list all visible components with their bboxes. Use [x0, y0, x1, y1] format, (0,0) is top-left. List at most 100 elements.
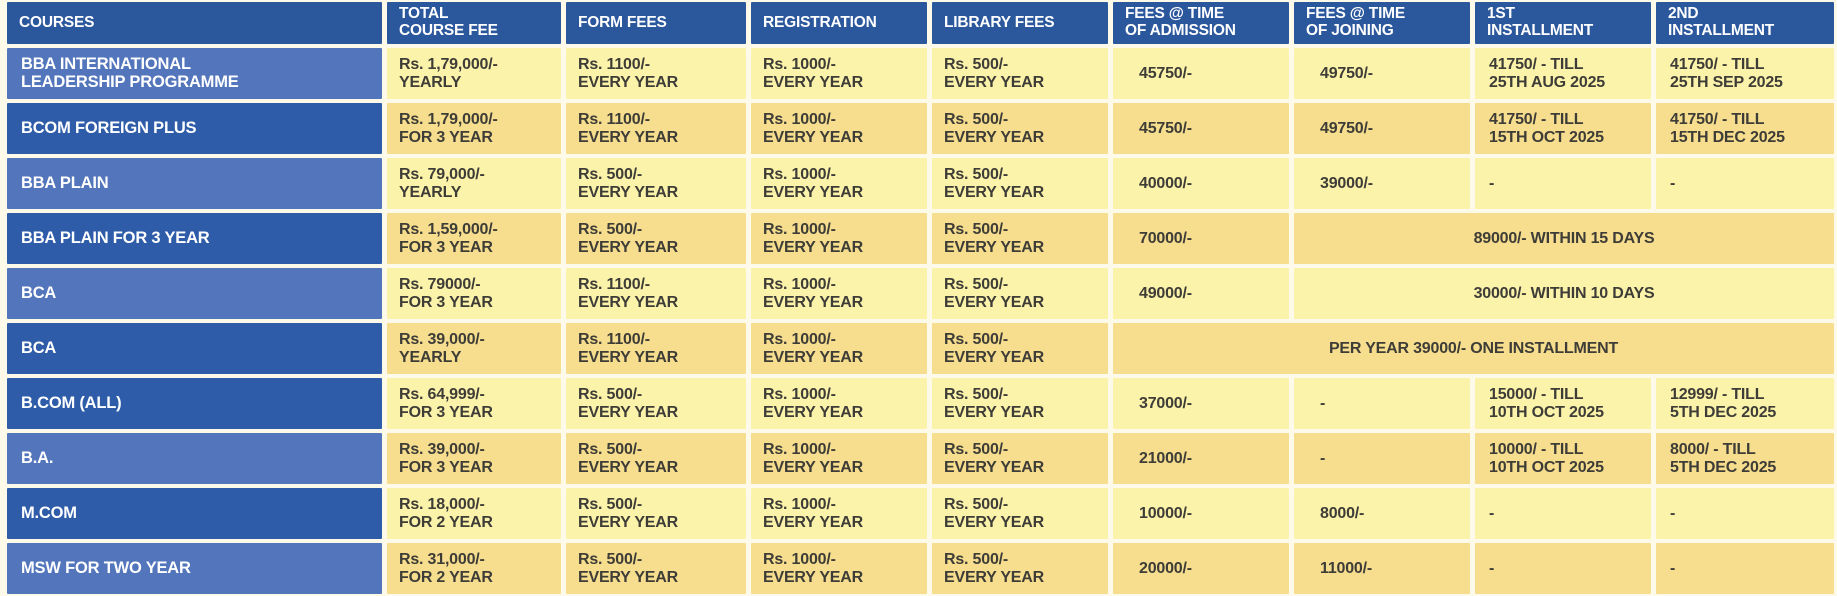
- text-line: EVERY YEAR: [578, 238, 678, 256]
- text-line: Rs. 500/-: [578, 441, 643, 459]
- text-line: EVERY YEAR: [578, 293, 678, 311]
- text-line: -: [1670, 504, 1676, 522]
- first-installment-cell: -: [1475, 543, 1651, 594]
- second-installment-cell: 41750/ - TILL 15TH DEC 2025: [1656, 103, 1834, 154]
- header-registration: REGISTRATION: [751, 2, 927, 44]
- header-fees-at-joining: FEES @ TIME OF JOINING: [1294, 2, 1470, 44]
- text-line: -: [1489, 504, 1495, 522]
- text-line: 20000/-: [1139, 559, 1192, 577]
- text-line: -: [1670, 559, 1676, 577]
- text-line: EVERY YEAR: [578, 183, 678, 201]
- joining-fee-cell: -: [1294, 378, 1470, 429]
- text-line: Rs. 500/-: [944, 221, 1009, 239]
- text-line: Rs. 500/-: [944, 386, 1009, 404]
- text-line: EVERY YEAR: [578, 513, 678, 531]
- admission-fee-cell: 40000/-: [1113, 158, 1289, 209]
- first-installment-cell: 10000/ - TILL 10TH OCT 2025: [1475, 433, 1651, 484]
- total-course-fee-cell: Rs. 79,000/- YEARLY: [387, 158, 561, 209]
- text-line: B.COM (ALL): [21, 393, 122, 412]
- text-line: 1ST: [1487, 5, 1515, 23]
- text-line: BBA INTERNATIONAL: [21, 54, 191, 73]
- total-course-fee-cell: Rs. 18,000/- FOR 2 YEAR: [387, 488, 561, 539]
- text-line: EVERY YEAR: [578, 73, 678, 91]
- text-line: -: [1489, 174, 1495, 192]
- text-line: OF ADMISSION: [1125, 22, 1236, 39]
- text-line: 15TH OCT 2025: [1489, 128, 1604, 146]
- admission-fee-cell: 21000/-: [1113, 433, 1289, 484]
- text-line: Rs. 1100/-: [578, 276, 650, 294]
- text-line: 49000/-: [1139, 284, 1192, 302]
- text-line: EVERY YEAR: [944, 403, 1044, 421]
- text-line: 12999/ - TILL: [1670, 386, 1765, 404]
- admission-fee-cell: 37000/-: [1113, 378, 1289, 429]
- text-line: BCOM FOREIGN PLUS: [21, 118, 197, 137]
- text-line: EVERY YEAR: [763, 183, 863, 201]
- text-line: FOR 3 YEAR: [399, 293, 493, 311]
- course-cell: MSW FOR TWO YEAR: [7, 543, 382, 594]
- text-line: Rs. 39,000/-: [399, 331, 485, 349]
- text-line: Rs. 1000/-: [763, 221, 836, 239]
- form-fees-cell: Rs. 1100/- EVERY YEAR: [566, 48, 746, 99]
- form-fees-cell: Rs. 500/- EVERY YEAR: [566, 433, 746, 484]
- registration-cell: Rs. 1000/- EVERY YEAR: [751, 158, 927, 209]
- text-line: 10TH OCT 2025: [1489, 403, 1604, 421]
- text-line: PER YEAR 39000/- ONE INSTALLMENT: [1328, 339, 1619, 357]
- text-line: EVERY YEAR: [944, 568, 1044, 586]
- fee-structure-table: COURSES TOTAL COURSE FEE FORM FEES REGIST…: [7, 2, 1834, 594]
- first-installment-cell: 41750/ - TILL 15TH OCT 2025: [1475, 103, 1651, 154]
- text-line: Rs. 39,000/-: [399, 441, 485, 459]
- text-line: COURSE FEE: [399, 22, 498, 39]
- registration-cell: Rs. 1000/- EVERY YEAR: [751, 213, 927, 264]
- text-line: EVERY YEAR: [763, 513, 863, 531]
- merged-installment-cell: PER YEAR 39000/- ONE INSTALLMENT: [1113, 323, 1834, 374]
- text-line: EVERY YEAR: [763, 128, 863, 146]
- registration-cell: Rs. 1000/- EVERY YEAR: [751, 48, 927, 99]
- second-installment-cell: 41750/ - TILL 25TH SEP 2025: [1656, 48, 1834, 99]
- text-line: 15000/ - TILL: [1489, 386, 1584, 404]
- joining-fee-cell: 8000/-: [1294, 488, 1470, 539]
- library-fees-cell: Rs. 500/- EVERY YEAR: [932, 103, 1108, 154]
- text-line: EVERY YEAR: [944, 73, 1044, 91]
- course-cell: B.A.: [7, 433, 382, 484]
- text-line: FOR 2 YEAR: [399, 568, 493, 586]
- course-cell: BBA PLAIN FOR 3 YEAR: [7, 213, 382, 264]
- admission-fee-cell: 45750/-: [1113, 103, 1289, 154]
- total-course-fee-cell: Rs. 39,000/- YEARLY: [387, 323, 561, 374]
- total-course-fee-cell: Rs. 39,000/- FOR 3 YEAR: [387, 433, 561, 484]
- text-line: Rs. 1100/-: [578, 111, 650, 129]
- joining-fee-cell: 11000/-: [1294, 543, 1470, 594]
- text-line: EVERY YEAR: [944, 238, 1044, 256]
- library-fees-cell: Rs. 500/- EVERY YEAR: [932, 323, 1108, 374]
- second-installment-cell: 12999/ - TILL 5TH DEC 2025: [1656, 378, 1834, 429]
- second-installment-cell: -: [1656, 158, 1834, 209]
- text-line: 8000/-: [1320, 504, 1365, 522]
- text-line: EVERY YEAR: [944, 128, 1044, 146]
- total-course-fee-cell: Rs. 1,79,000/- YEARLY: [387, 48, 561, 99]
- text-line: 39000/-: [1320, 174, 1373, 192]
- joining-fee-cell: 49750/-: [1294, 103, 1470, 154]
- text-line: 89000/- WITHIN 15 DAYS: [1473, 229, 1655, 247]
- first-installment-cell: 15000/ - TILL 10TH OCT 2025: [1475, 378, 1651, 429]
- joining-fee-cell: 39000/-: [1294, 158, 1470, 209]
- total-course-fee-cell: Rs. 64,999/- FOR 3 YEAR: [387, 378, 561, 429]
- text-line: Rs. 1000/-: [763, 551, 836, 569]
- text-line: Rs. 500/-: [578, 166, 643, 184]
- text-line: EVERY YEAR: [944, 183, 1044, 201]
- text-line: LEADERSHIP PROGRAMME: [21, 72, 239, 91]
- library-fees-cell: Rs. 500/- EVERY YEAR: [932, 433, 1108, 484]
- second-installment-cell: -: [1656, 488, 1834, 539]
- text-line: M.COM: [21, 503, 77, 522]
- text-line: 5TH DEC 2025: [1670, 458, 1777, 476]
- text-line: -: [1489, 559, 1495, 577]
- text-line: BBA PLAIN FOR 3 YEAR: [21, 228, 210, 247]
- text-line: 37000/-: [1139, 394, 1192, 412]
- text-line: Rs. 79000/-: [399, 276, 481, 294]
- text-line: EVERY YEAR: [944, 348, 1044, 366]
- text-line: INSTALLMENT: [1668, 22, 1774, 39]
- registration-cell: Rs. 1000/- EVERY YEAR: [751, 488, 927, 539]
- text-line: EVERY YEAR: [763, 458, 863, 476]
- text-line: 25TH SEP 2025: [1670, 73, 1783, 91]
- text-line: Rs. 500/-: [944, 331, 1009, 349]
- form-fees-cell: Rs. 500/- EVERY YEAR: [566, 543, 746, 594]
- registration-cell: Rs. 1000/- EVERY YEAR: [751, 543, 927, 594]
